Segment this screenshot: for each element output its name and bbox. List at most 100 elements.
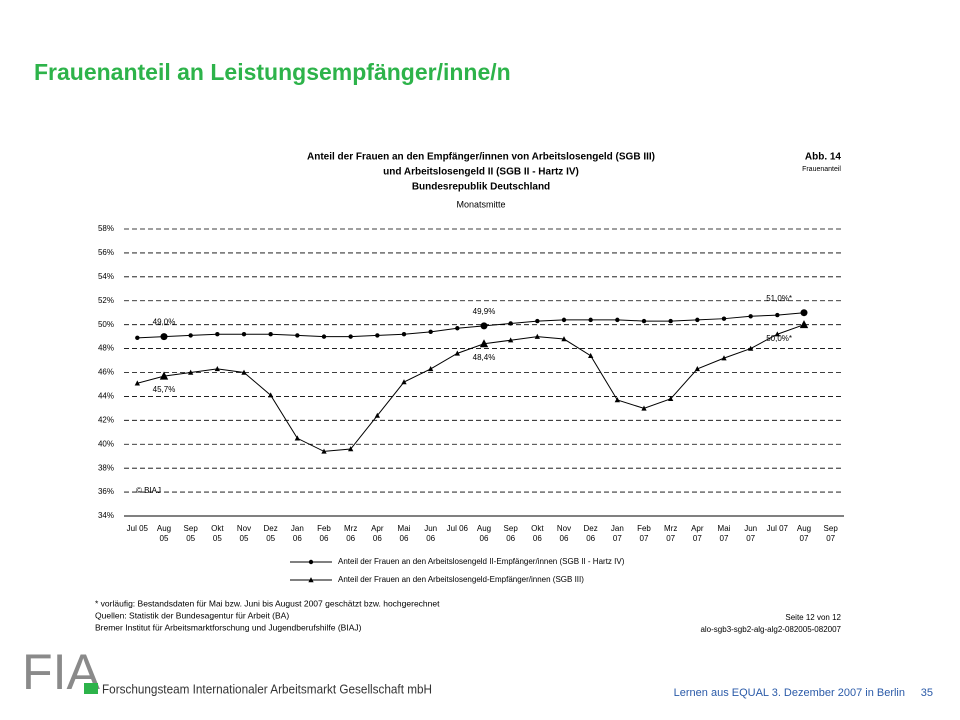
marker	[294, 435, 300, 441]
marker	[401, 332, 407, 337]
marker	[401, 379, 407, 385]
marker	[348, 446, 354, 452]
x-tick-label: Jun 06	[424, 524, 438, 543]
y-tick-label: 50%	[98, 320, 114, 329]
line	[137, 324, 805, 452]
marker	[748, 314, 753, 319]
file-ref: alo-sgb3-sgb2-alg-alg2-082005-082007	[700, 625, 841, 634]
marker	[535, 318, 540, 324]
figure-label: Abb. 14	[805, 152, 842, 163]
marker	[588, 352, 594, 358]
x-tick-label: Nov 06	[556, 524, 572, 543]
marker	[268, 392, 274, 398]
y-tick-label: 48%	[98, 344, 114, 353]
x-tick-label: Dez 06	[583, 524, 598, 543]
marker	[321, 334, 327, 339]
marker	[308, 559, 314, 565]
marker	[135, 335, 140, 341]
line	[137, 312, 805, 339]
logo-company: Forschungsteam Internationaler Arbeitsma…	[102, 681, 432, 696]
marker	[215, 332, 220, 337]
x-tick-label: Sep 05	[183, 524, 198, 543]
marker	[455, 326, 460, 331]
marker	[668, 318, 673, 324]
marker	[134, 380, 140, 386]
chart-subtitle: Monatsmitte	[456, 199, 505, 209]
slide-title: Frauenanteil an Leistungsempfänger/inne/…	[34, 59, 511, 85]
x-tick-label: Apr 06	[371, 524, 384, 543]
marker	[508, 321, 513, 326]
marker	[588, 317, 593, 323]
y-tick-label: 46%	[98, 368, 114, 377]
x-tick-label: Jul 05	[126, 524, 148, 533]
x-tick-label: Sep 07	[823, 524, 838, 543]
marker	[268, 332, 273, 337]
marker	[160, 333, 168, 341]
chart-title: Bundesrepublik Deutschland	[412, 182, 550, 193]
marker	[308, 577, 314, 583]
y-tick-label: 34%	[98, 511, 114, 520]
note: Bremer Institut für Arbeitsmarktforschun…	[95, 622, 362, 632]
x-tick-label: Jan 06	[290, 524, 304, 543]
data-label: 50,0%*	[766, 334, 792, 343]
marker	[799, 320, 809, 329]
marker	[375, 333, 380, 338]
marker	[748, 345, 754, 351]
marker	[188, 333, 193, 338]
y-tick-label: 52%	[98, 296, 114, 305]
note: Quellen: Statistik der Bundesagentur für…	[95, 610, 289, 620]
marker	[214, 366, 220, 372]
x-tick-label: Sep 06	[503, 524, 518, 543]
marker	[641, 318, 647, 324]
x-tick-label: Feb 07	[637, 524, 651, 543]
marker	[454, 350, 460, 356]
marker	[241, 369, 247, 375]
marker	[428, 329, 433, 335]
footer-page: 35	[921, 687, 933, 699]
marker	[695, 317, 700, 323]
y-tick-label: 44%	[98, 392, 114, 401]
y-tick-label: 54%	[98, 272, 114, 281]
marker	[295, 333, 300, 338]
marker	[668, 395, 674, 402]
chart-title: Anteil der Frauen an den Empfänger/innen…	[307, 152, 655, 163]
x-tick-label: Mai 07	[717, 524, 731, 543]
marker	[721, 316, 727, 321]
logo-accent	[84, 683, 98, 694]
x-tick-label: Mrz 07	[663, 524, 678, 543]
marker	[694, 366, 700, 372]
y-tick-label: 36%	[98, 487, 114, 496]
marker	[561, 336, 567, 342]
x-tick-label: Nov 05	[236, 524, 252, 543]
x-tick-label: Aug 07	[796, 524, 812, 543]
marker	[480, 322, 488, 330]
marker	[428, 366, 434, 372]
marker	[561, 317, 567, 323]
marker	[479, 339, 489, 348]
legend-label: Anteil der Frauen an den Arbeitslosengel…	[338, 557, 625, 566]
x-tick-label: Aug 06	[476, 524, 492, 543]
marker	[241, 332, 247, 337]
x-tick-label: Dez 05	[263, 524, 278, 543]
marker	[321, 448, 327, 454]
data-label: 48,4%	[473, 353, 496, 362]
marker	[614, 397, 620, 403]
marker	[534, 333, 540, 339]
y-tick-label: 56%	[98, 248, 114, 257]
y-tick-label: 40%	[98, 439, 114, 448]
x-tick-label: Feb 06	[317, 524, 331, 543]
data-label: 51,0%*	[766, 294, 792, 303]
marker	[188, 369, 194, 375]
marker	[348, 334, 353, 339]
y-tick-label: 58%	[98, 224, 114, 233]
x-tick-label: Jul 07	[766, 524, 788, 533]
data-label: 49,0%	[153, 318, 176, 327]
x-tick-label: Apr 07	[691, 524, 704, 543]
note: * vorläufig: Bestandsdaten für Mai bzw. …	[95, 598, 440, 608]
marker	[159, 371, 169, 380]
data-label: 45,7%	[153, 385, 176, 394]
data-label: 49,9%	[473, 307, 496, 316]
x-tick-label: Mrz 06	[343, 524, 358, 543]
